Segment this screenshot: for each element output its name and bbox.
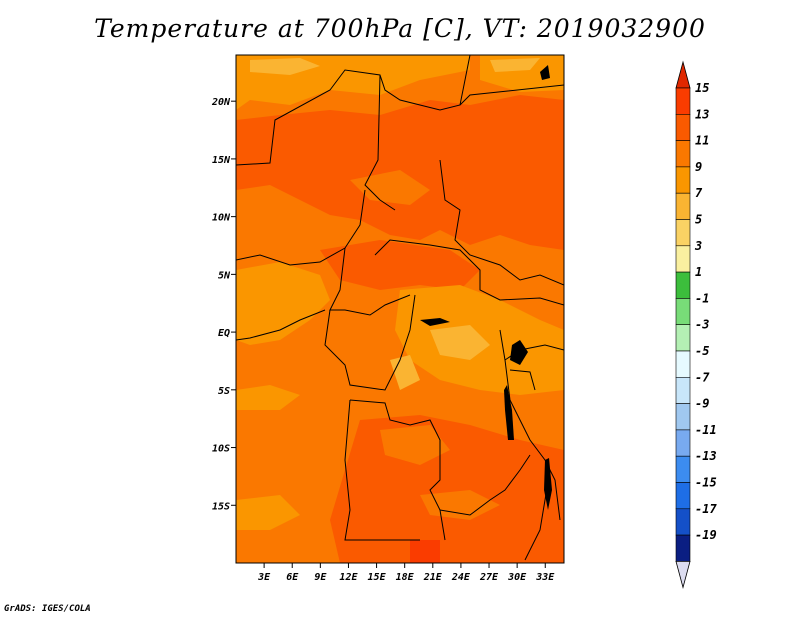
- field-west-9: [236, 262, 330, 345]
- colorbar-swatch: [675, 403, 691, 431]
- colorbar-swatch: [675, 219, 691, 247]
- lakes: [420, 65, 552, 510]
- colorbar-swatch: [675, 192, 691, 220]
- colorbar-swatch: [675, 140, 691, 168]
- colorbar-label: -3: [695, 318, 709, 332]
- lake-malawi: [544, 458, 552, 510]
- lon-tick-label: 3E: [257, 572, 271, 583]
- colorbar-label: -17: [695, 502, 717, 516]
- border-libya-sudan: [459, 84, 564, 106]
- colorbar-label: -9: [695, 397, 709, 411]
- chart-title: Temperature at 700hPa [C], VT: 201903290…: [94, 14, 706, 43]
- lon-axis: 3E 6E 9E 12E 15E 18E 21E 24E 27E 30E 33E: [257, 563, 555, 583]
- map-frame: [235, 54, 565, 564]
- colorbar-swatch: [675, 271, 691, 299]
- field-southwest-9: [236, 385, 300, 410]
- lon-tick-label: 24E: [451, 572, 471, 583]
- colorbar-label: -13: [695, 449, 717, 463]
- border-nigeria: [236, 189, 366, 266]
- colorbar-swatch: [675, 376, 691, 404]
- colorbar-label: 3: [694, 239, 702, 253]
- field-south-15: [410, 540, 440, 563]
- colorbar-label: 5: [695, 213, 702, 227]
- credit-label: GrADS: IGES/COLA: [4, 604, 91, 614]
- lat-tick-label: 15S: [212, 501, 230, 512]
- temperature-field: [236, 55, 564, 563]
- lon-tick-label: 27E: [479, 572, 499, 583]
- colorbar-swatch: [675, 166, 691, 194]
- lat-tick-label: 10S: [212, 444, 230, 455]
- lon-tick-label: 18E: [396, 572, 415, 583]
- colorbar-swatch: [675, 508, 691, 536]
- field-east-7: [430, 325, 490, 360]
- field-northeast-7: [490, 58, 540, 72]
- colorbar-swatch: [675, 482, 691, 510]
- colorbar-label: -19: [695, 528, 717, 542]
- lon-tick-label: 12E: [339, 572, 358, 583]
- border-chad-sudan: [439, 159, 564, 286]
- colorbar-label: -7: [695, 370, 710, 384]
- colorbar: 15 13 11 9 7 5 3 1 -1 -3 -5 -7 -9 -11 -13 -15 -17 -19: [675, 60, 717, 589]
- colorbar-label: 15: [695, 81, 709, 95]
- colorbar-swatch: [675, 87, 691, 115]
- colorbar-label: 7: [695, 186, 703, 200]
- lake-tanganyika: [504, 385, 514, 440]
- colorbar-swatch: [675, 429, 691, 457]
- lon-tick-label: 6E: [286, 572, 299, 583]
- colorbar-label: 11: [695, 134, 709, 148]
- lat-axis: 20N 15N 10N 5N EQ 5S 10S 15S: [211, 97, 236, 512]
- field-central-13: [320, 240, 480, 290]
- colorbar-label: -11: [695, 423, 717, 437]
- lat-tick-label: 10N: [212, 213, 231, 224]
- lon-tick-label: 33E: [535, 572, 555, 583]
- field-south-11-patch: [380, 425, 450, 465]
- field-southwest-9-2: [236, 495, 300, 530]
- border-rift-lakes: [499, 329, 561, 521]
- colorbar-label: -5: [695, 344, 709, 358]
- colorbar-swatch: [675, 534, 691, 562]
- colorbar-label: 1: [695, 265, 702, 279]
- colorbar-swatch: [675, 245, 691, 273]
- country-borders: [236, 55, 564, 561]
- border-zambia: [439, 454, 531, 516]
- lon-tick-label: 30E: [507, 572, 527, 583]
- border-rwanda: [509, 369, 536, 391]
- border-angola-south: [344, 399, 420, 541]
- lat-tick-label: EQ: [218, 328, 230, 339]
- lon-tick-label: 21E: [423, 572, 443, 583]
- central-lake-1: [420, 318, 450, 326]
- colorbar-label: -1: [695, 291, 709, 305]
- colorbar-swatch: [675, 350, 691, 378]
- border-car: [374, 239, 564, 306]
- border-gulf-coast: [236, 309, 326, 341]
- lat-tick-label: 15N: [212, 155, 231, 166]
- colorbar-swatch: [675, 114, 691, 141]
- lon-tick-label: 9E: [314, 572, 327, 583]
- colorbar-label: 9: [695, 160, 702, 174]
- colorbar-swatch: [675, 455, 691, 483]
- colorbar-label: 13: [695, 107, 709, 121]
- field-north-7: [250, 58, 320, 75]
- lat-tick-label: 20N: [211, 97, 231, 108]
- border-niger-chad: [364, 74, 396, 211]
- colorbar-swatch: [675, 324, 691, 352]
- field-north-11-patch: [350, 170, 430, 205]
- lon-tick-label: 15E: [368, 572, 387, 583]
- border-angola-drc: [349, 399, 446, 541]
- ne-lake: [540, 65, 550, 80]
- colorbar-swatch: [675, 298, 691, 325]
- lat-tick-label: 5N: [218, 270, 231, 281]
- colorbar-top-arrow: [675, 60, 691, 89]
- colorbar-label: -15: [695, 476, 717, 490]
- border-congo: [324, 294, 416, 391]
- border-cameroon: [329, 247, 411, 316]
- field-central-7: [390, 355, 420, 390]
- lake-victoria: [510, 340, 528, 365]
- colorbar-bottom-arrow: [675, 561, 691, 589]
- lat-tick-label: 5S: [218, 386, 230, 397]
